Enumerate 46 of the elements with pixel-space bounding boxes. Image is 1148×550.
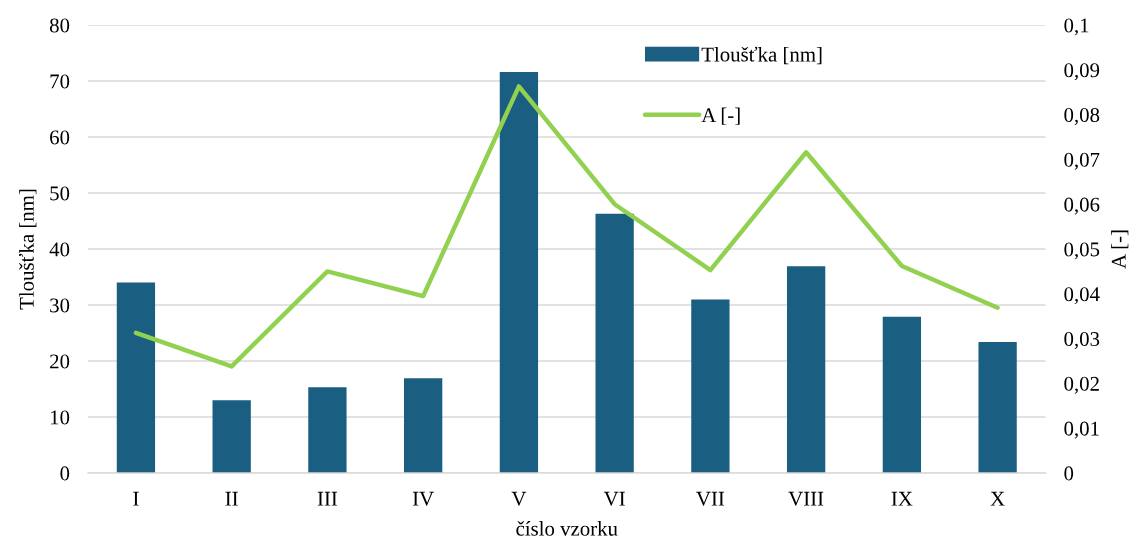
y2-axis-title: A [-]: [1111, 230, 1129, 269]
y-tick-label: 30: [50, 298, 70, 313]
x-tick-label: III: [317, 491, 338, 506]
bar: [404, 378, 443, 473]
y-tick-label: 80: [49, 18, 70, 33]
bar: [308, 387, 347, 473]
y2-tick-label: 0,08: [1064, 107, 1100, 126]
y2-tick-label: 0,1: [1064, 18, 1089, 36]
x-tick-label: VII: [696, 491, 725, 506]
y2-tick-label: 0,02: [1064, 376, 1099, 394]
y2-tick-label: 0,05: [1064, 242, 1100, 260]
bar: [978, 341, 1017, 473]
bar: [116, 282, 156, 473]
bar: [212, 400, 251, 473]
y2-tick-label: 0,03: [1064, 331, 1100, 350]
y-tick-label: 0: [60, 466, 70, 481]
x-tick-label: V: [511, 491, 527, 506]
x-tick-label: I: [133, 491, 139, 506]
y-tick-label: 40: [49, 242, 70, 257]
bar: [595, 213, 634, 473]
x-tick-label: VI: [603, 491, 625, 506]
bar: [499, 72, 539, 473]
y-tick-label: 50: [50, 186, 70, 201]
y-axis-title: Tloušťka [nm]: [18, 189, 37, 310]
x-tick-label: IV: [412, 491, 434, 506]
legend-label: Tloušťka [nm]: [701, 46, 822, 65]
y2-tick-label: 0,01: [1064, 421, 1099, 439]
y2-tick-label: 0,04: [1064, 287, 1100, 305]
line-series: [133, 84, 1000, 369]
bar: [691, 299, 730, 473]
x-tick-label: VIII: [788, 491, 824, 506]
y2-tick-label: 0,06: [1064, 197, 1100, 215]
bar: [786, 266, 826, 473]
y-tick-label: 20: [50, 354, 70, 369]
x-tick-label: II: [225, 491, 238, 506]
y2-tick-label: 0,09: [1064, 63, 1100, 81]
y-tick-label: 60: [50, 130, 70, 145]
x-tick-label: X: [990, 491, 1005, 506]
x-axis-title: číslo vzorku: [516, 521, 618, 536]
y2-tick-label: 0: [1064, 466, 1074, 481]
y-tick-label: 10: [51, 410, 70, 425]
x-tick-label: IX: [891, 491, 913, 506]
y-tick-label: 70: [50, 74, 70, 89]
bar: [882, 316, 922, 473]
legend-label: A [-]: [701, 107, 740, 125]
y2-tick-label: 0,07: [1064, 152, 1100, 170]
